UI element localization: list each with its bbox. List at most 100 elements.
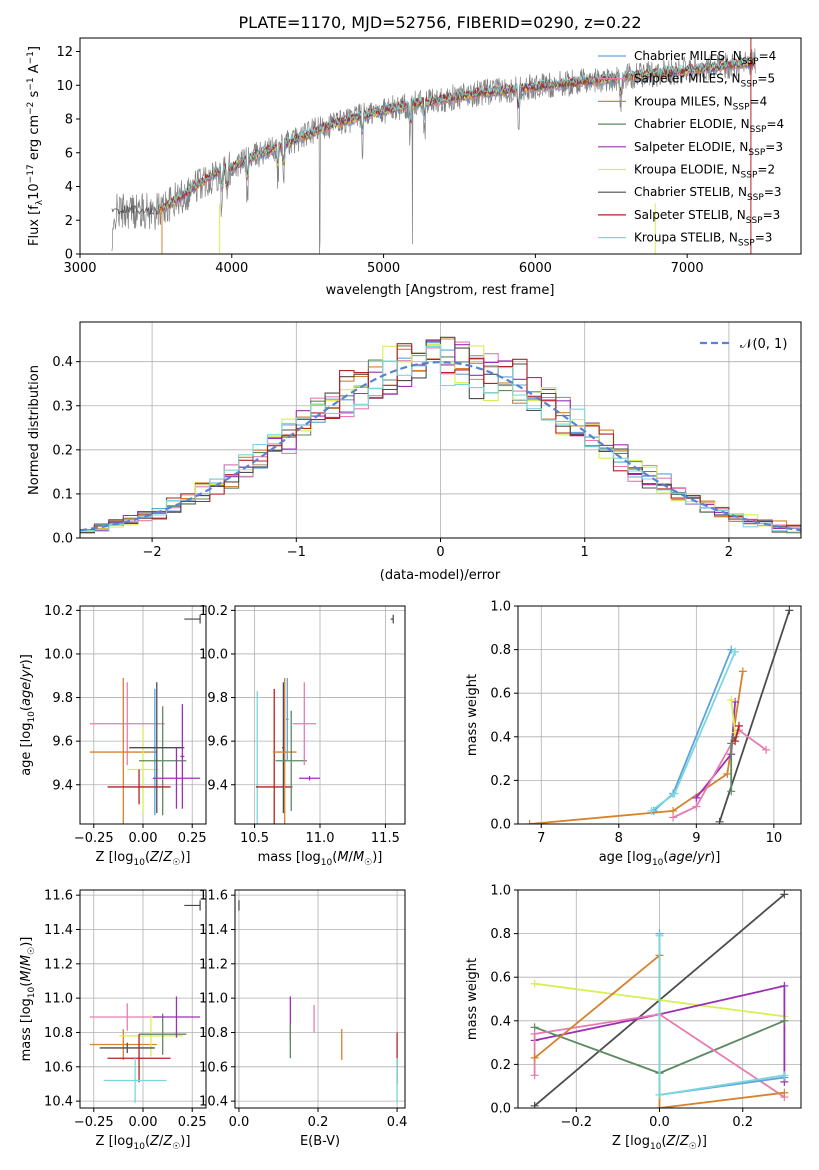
x-tick-label: 11.0 (306, 831, 335, 846)
label-part: M (353, 850, 364, 865)
label-part: age [log (599, 850, 652, 865)
mass-weight-point-marker (669, 813, 678, 822)
x-tick-label: 0.00 (129, 831, 158, 846)
label-part: SSP (742, 57, 759, 67)
mass-vs-metallicity-plot: −0.25 0.00 0.25 10.4 10.6 10.8 11.0 11.2 11.4 11.… (19, 889, 207, 1152)
x-tick-label: 0.2 (308, 1115, 329, 1130)
x-tick-label: 0.2 (732, 1115, 753, 1130)
mass-weight-point-marker (692, 793, 701, 802)
label-part: =2 (757, 163, 775, 177)
y-tick-label: 10.4 (199, 1095, 228, 1110)
mass-weight-point-marker (727, 695, 736, 704)
label-part: Z (149, 1134, 160, 1149)
y-tick-label: 9.6 (52, 735, 73, 750)
y-tick-label: 9.4 (207, 778, 228, 793)
label-part: 10 (652, 858, 664, 868)
y-tick-label: 6 (65, 146, 73, 161)
residual-histogram-step (80, 346, 801, 536)
y-tick-label: 0.0 (490, 1102, 511, 1117)
y-tick-label: 9.8 (207, 691, 228, 706)
y-axis-label: Normed distribution (27, 365, 42, 495)
label-part: erg cm (27, 115, 42, 164)
mass-weight-point-marker (780, 1016, 789, 1025)
y-tick-label: 11.2 (44, 957, 73, 972)
plot-area (111, 38, 756, 254)
x-axis-label: Z [log10(Z/Z☉)] (96, 850, 191, 868)
x-tick-label: −0.25 (74, 831, 114, 846)
y-tick-label: 11.6 (199, 889, 228, 904)
y-tick-label: 10.4 (44, 1095, 73, 1110)
x-tick-label: −2 (143, 545, 162, 560)
y-tick-label: 12 (56, 45, 73, 60)
mass-weight-point-marker (734, 721, 743, 730)
y-tick-label: 0.6 (490, 971, 511, 986)
y-tick-label: 9.6 (207, 735, 228, 750)
y-axis-label: mass weight (465, 674, 480, 756)
y-tick-label: 11.4 (199, 923, 228, 938)
plot-area (525, 606, 794, 824)
x-tick-label: 10 (766, 831, 783, 846)
legend-entry-label: Chabrier STELIB, NSSP=3 (634, 185, 782, 203)
plot-area (238, 900, 398, 1103)
x-tick-label: 4000 (215, 261, 248, 276)
mass-weight-point-marker (647, 806, 656, 815)
mass-weight-series-line (718, 610, 791, 823)
label-part: =5 (757, 72, 775, 86)
label-part: Chabrier MILES, N (634, 49, 742, 63)
y-tick-label: 2 (65, 214, 73, 229)
axes-frame (234, 889, 406, 1109)
label-part: Kroupa ELODIE, N (634, 163, 741, 177)
x-tick-label: 7000 (671, 261, 704, 276)
label-part: ( (145, 850, 150, 865)
mass-weight-point-marker (692, 802, 701, 811)
label-part: Kroupa STELIB, N (634, 231, 738, 245)
y-tick-label: 11.0 (44, 992, 73, 1007)
x-tick-label: 5000 (367, 261, 400, 276)
residuals-histogram-plot: −2 −1 0 1 2 0.0 0.1 0.2 0.3 0.4 (data-model)/error… (27, 321, 802, 583)
label-part: Z (149, 850, 160, 865)
label-part: / (675, 1134, 680, 1149)
mass-weight-series-line (653, 649, 733, 812)
plot-area (530, 890, 789, 1108)
model-spectrum-line (158, 55, 756, 211)
label-part: =4 (750, 94, 768, 108)
x-tick-label: 7 (537, 831, 545, 846)
label-part: λ (35, 199, 45, 205)
y-tick-label: 0.0 (490, 818, 511, 833)
label-part: −1 (26, 51, 36, 64)
mass-weight-series-line (658, 935, 785, 1096)
mass-weight-point-marker (780, 1071, 789, 1080)
y-tick-label: 9.4 (52, 778, 73, 793)
mass-weight-vs-metallicity-plot: −0.2 0.0 0.20.00.20.40.60.81.0Z [log10(Z/Z… (465, 884, 802, 1152)
y-tick-label: 0.2 (490, 1058, 511, 1073)
x-tick-label: 0.25 (178, 831, 207, 846)
y-tick-label: 11.2 (199, 957, 228, 972)
label-part: M (19, 970, 34, 981)
label-part: / (693, 850, 698, 865)
y-tick-label: 10.8 (199, 1026, 228, 1041)
label-part: =3 (765, 140, 783, 154)
x-axis-label: age [log10(age/yr)] (599, 850, 721, 868)
mass-weight-point-marker (738, 667, 747, 676)
label-part: −1 (26, 77, 36, 90)
y-tick-label: 10.6 (44, 1060, 73, 1075)
label-part: mass [log (19, 998, 34, 1061)
label-part: ] (27, 46, 42, 51)
label-part: Z [log (612, 1134, 650, 1149)
label-part: SSP (733, 102, 750, 112)
label-part: ☉ (172, 1142, 180, 1152)
label-part: yr (19, 663, 34, 679)
y-tick-label: 10.8 (44, 1026, 73, 1041)
label-part: Chabrier STELIB, N (634, 185, 747, 199)
label-part: Kroupa MILES, N (634, 94, 733, 108)
label-part: SSP (741, 80, 758, 90)
label-part: −17 (26, 164, 36, 183)
y-axis-label: mass weight (465, 958, 480, 1040)
y-tick-label: 10.2 (44, 604, 73, 619)
label-part: 10 (27, 183, 42, 200)
label-part: )] (19, 937, 34, 947)
x-tick-label: −1 (287, 545, 306, 560)
y-tick-label: 8 (65, 113, 73, 128)
